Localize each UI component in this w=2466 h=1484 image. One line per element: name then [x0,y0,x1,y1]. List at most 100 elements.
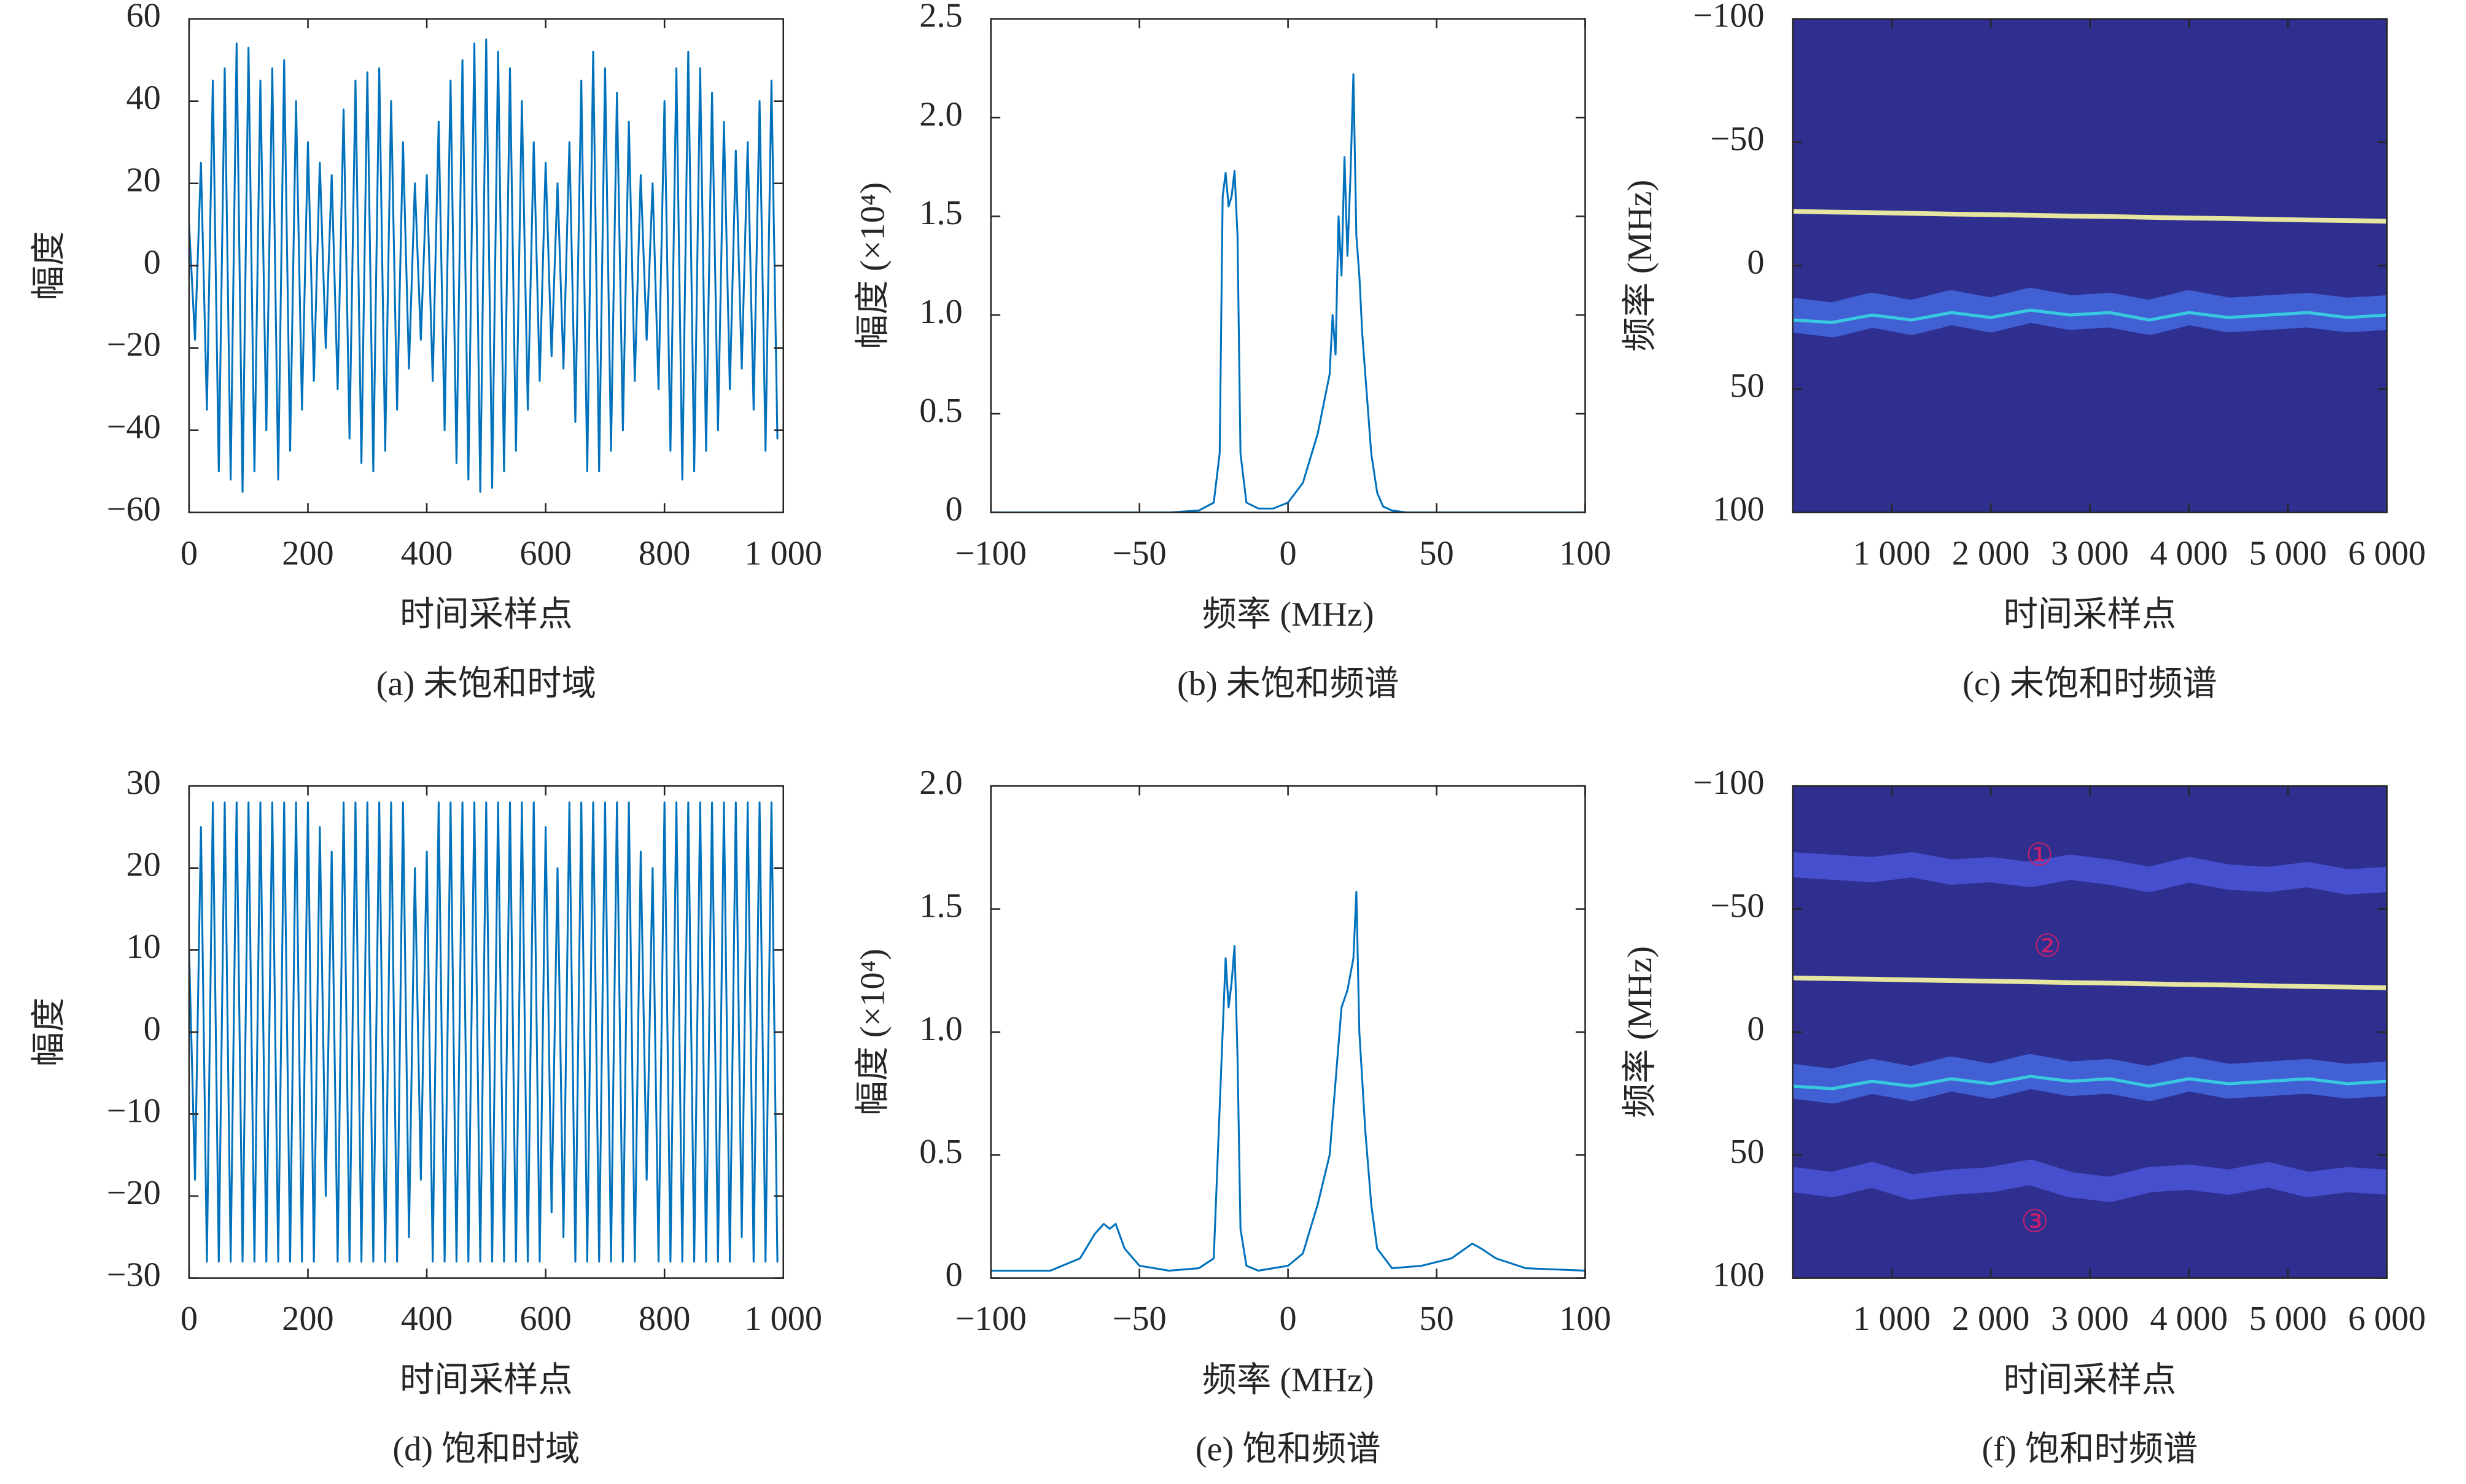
axes-frame [188,785,785,1279]
x-axis-label: 频率 (MHz) [1202,1361,1374,1399]
x-tick-label: 50 [1419,534,1453,572]
y-axis-label: 幅度 (×10⁴) [854,182,892,349]
series-line [1792,209,2387,224]
y-tick-label: 100 [1713,491,1764,529]
subplot-caption: (c) 未饱和时频谱 [1962,665,2217,703]
x-tick-label: 1 000 [1853,1300,1931,1338]
axes-frame [990,18,1586,513]
y-tick-label: 100 [1713,1256,1764,1294]
x-axis-label: 时间采样点 [2004,1361,2177,1399]
subplot-caption: (a) 未饱和时域 [376,665,596,703]
y-axis-label: 幅度 (×10⁴) [854,949,892,1116]
y-axis-label: 频率 (MHz) [1621,180,1659,352]
y-tick-label: 20 [126,161,161,200]
x-tick-label: 100 [1559,534,1611,572]
x-tick-label: −100 [955,534,1027,572]
x-tick-label: 200 [282,534,333,572]
x-tick-label: 800 [639,534,690,572]
x-tick-label: 100 [1559,1300,1611,1338]
y-tick-label: 1.0 [919,293,962,331]
y-tick-label: 0 [1747,244,1764,282]
plot-area [990,890,1585,1272]
annotation: ③ [2021,1204,2049,1239]
series-line [189,801,779,1263]
y-tick-label: 0 [945,1256,962,1294]
axes-frame [1792,18,2388,513]
spectrogram-background [1792,18,2387,513]
x-tick-label: 1 000 [744,534,822,572]
axes-frame [188,18,785,513]
y-tick-label: 1.5 [919,194,962,232]
x-tick-label: 3 000 [2051,534,2129,572]
y-tick-label: −60 [107,491,161,529]
x-tick-label: 0 [1280,1300,1297,1338]
x-tick-label: 0 [181,1300,198,1338]
subplot-caption: (f) 饱和时频谱 [1982,1431,2198,1469]
subplot: −100 −50 0 50 100 0 0.5 1.0 1.5 2.0 2.5 频率 (MHz) (b)… [854,0,1611,703]
y-tick-label: 20 [126,846,161,884]
y-tick-label: 0 [144,244,161,282]
subplot-caption: (d) 饱和时域 [392,1431,580,1469]
subplot: −100 −50 0 50 100 0 0.5 1.0 1.5 2.0 频率 (MHz) (e) 饱和… [854,764,1611,1469]
y-tick-label: 60 [126,0,161,35]
subplot-caption: (b) 未饱和频谱 [1177,665,1399,703]
x-tick-label: 600 [519,534,571,572]
y-tick-label: 10 [126,928,161,966]
x-tick-label: 6 000 [2348,1300,2426,1338]
y-tick-label: 0 [945,491,962,529]
x-tick-label: 4 000 [2150,534,2228,572]
x-tick-label: 4 000 [2150,1300,2228,1338]
y-axis-label: 幅度 [30,998,68,1067]
x-tick-label: −100 [955,1300,1027,1338]
series-line [1792,1074,2387,1090]
x-axis-label: 频率 (MHz) [1202,596,1374,634]
x-tick-label: 800 [639,1300,690,1338]
y-tick-label: −50 [1710,120,1764,158]
x-tick-label: 0 [1280,534,1297,572]
annotation: ② [2033,929,2061,964]
y-tick-label: −100 [1693,764,1764,802]
x-tick-label: 6 000 [2348,534,2426,572]
y-tick-label: −50 [1710,887,1764,925]
y-axis-label: 频率 (MHz) [1621,946,1659,1118]
y-tick-label: −30 [107,1256,161,1294]
y-tick-label: 2.0 [919,95,962,133]
y-tick-label: 50 [1730,367,1764,405]
y-tick-label: 0 [1747,1010,1764,1048]
x-axis-label: 时间采样点 [400,596,573,634]
y-tick-label: 0 [144,1010,161,1048]
subplot-caption: (e) 饱和频谱 [1196,1431,1381,1469]
x-tick-label: −50 [1113,534,1167,572]
y-tick-label: −100 [1693,0,1764,35]
series-line [1792,287,2387,338]
x-tick-label: 3 000 [2051,1300,2129,1338]
x-tick-label: 1 000 [1853,534,1931,572]
axes-frame [1792,785,2388,1279]
y-tick-label: 30 [126,764,161,802]
y-tick-label: 1.0 [919,1010,962,1048]
x-tick-label: 1 000 [744,1300,822,1338]
axes-frame [990,785,1586,1279]
y-tick-label: −20 [107,1174,161,1212]
y-tick-label: −40 [107,408,161,446]
y-tick-label: 50 [1730,1133,1764,1171]
series-line [1792,1159,2387,1202]
subplot: ① ② ③ 1 000 2 000 3 000 4 000 5 000 6 000 −100 −50… [1621,764,2425,1469]
x-tick-label: 400 [401,534,453,572]
y-tick-label: 0.5 [919,392,962,430]
subplot: 1 000 2 000 3 000 4 000 5 000 6 000 −100 −50 0 50… [1621,0,2425,703]
x-axis-label: 时间采样点 [2004,596,2177,634]
y-tick-label: −20 [107,326,161,364]
x-tick-label: 400 [401,1300,453,1338]
y-tick-label: −10 [107,1092,161,1130]
series-line [990,73,1585,513]
plot-area [1792,786,2387,1278]
plot-area [189,38,779,493]
annotation: ① [2026,838,2054,873]
subplot: 0 200 400 600 800 1 000 −60 −40 −20 0 20 40 60 时间采样点 (… [30,0,822,703]
subplot: 0 200 400 600 800 1 000 −30 −20 −10 0 10 20 30 时间采样点 (… [30,764,822,1469]
x-tick-label: 2 000 [1952,534,2030,572]
series-line [990,890,1585,1272]
